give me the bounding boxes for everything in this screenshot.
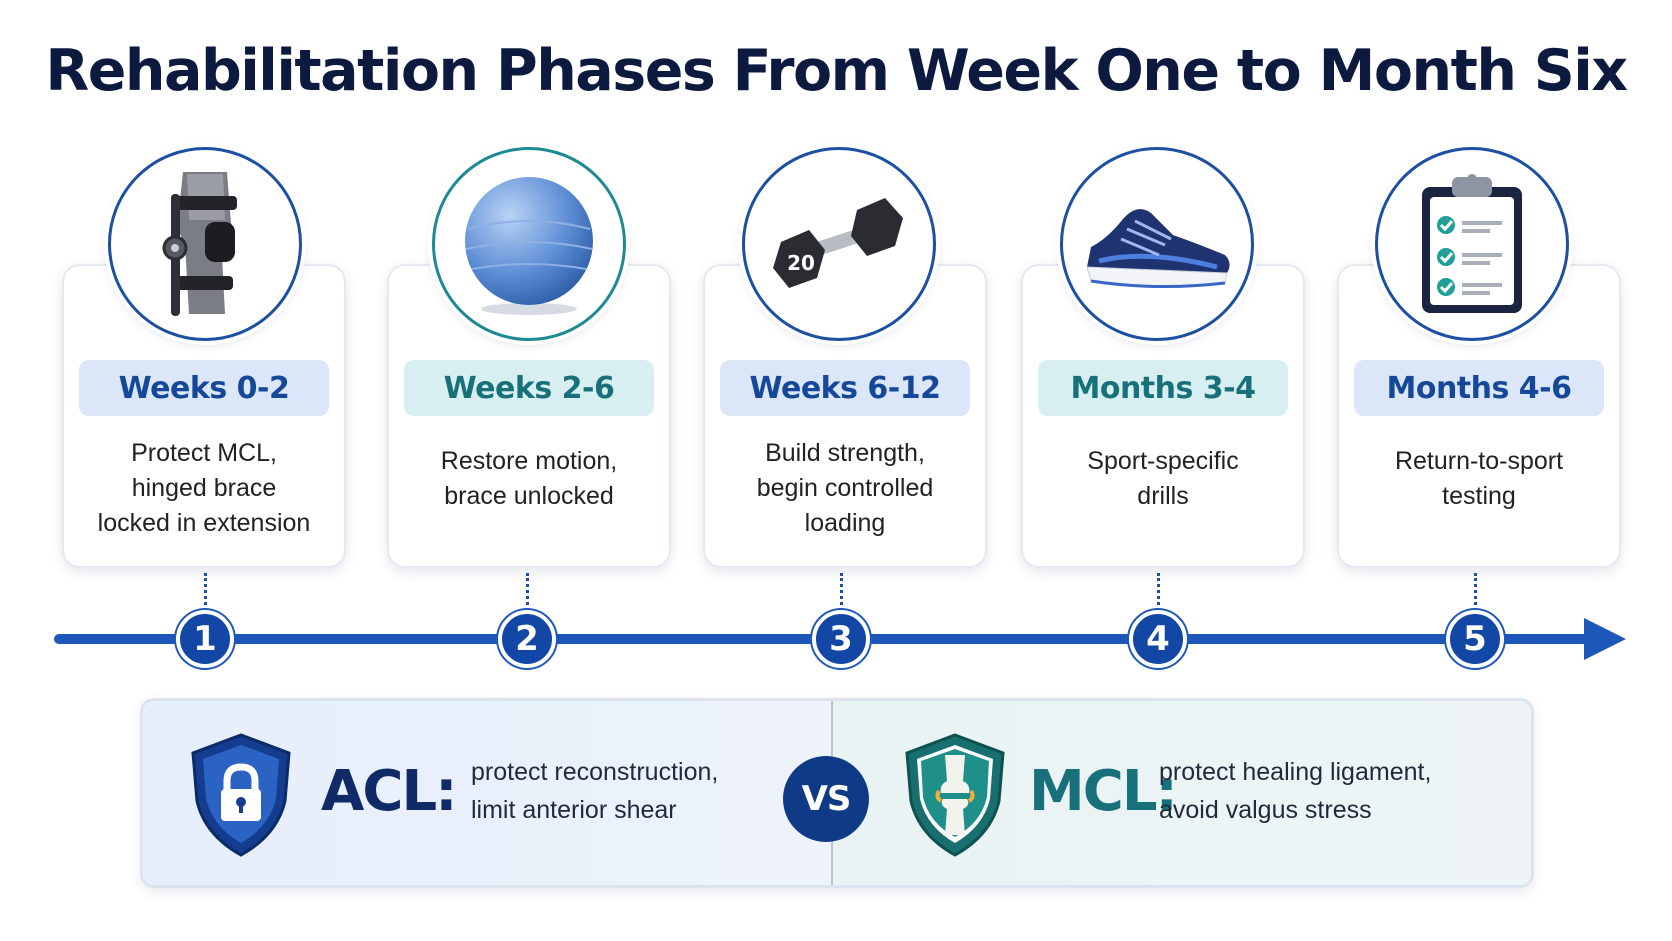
phase-desc-line: Protect MCL, bbox=[131, 439, 277, 467]
page-title: Rehabilitation Phases From Week One to M… bbox=[45, 38, 1628, 104]
phase-description-1: Protect MCL, hinged brace locked in exte… bbox=[79, 436, 329, 541]
mcl-desc-line: avoid valgus stress bbox=[1159, 796, 1372, 824]
connector-dots-4 bbox=[1157, 573, 1160, 605]
phase-desc-line: locked in extension bbox=[97, 509, 311, 537]
phase-icon-circle-2 bbox=[432, 147, 626, 341]
step-marker-3: 3 bbox=[812, 610, 870, 668]
connector-dots-5 bbox=[1474, 573, 1477, 605]
mcl-description: protect healing ligament, avoid valgus s… bbox=[1159, 753, 1431, 829]
vs-badge: VS bbox=[783, 756, 869, 842]
phase-desc-line: hinged brace bbox=[131, 474, 277, 502]
phase-desc-line: begin controlled bbox=[756, 474, 934, 502]
phase-icon-circle-1 bbox=[108, 147, 302, 341]
phase-desc-line: Return-to-sport bbox=[1394, 447, 1564, 475]
acl-desc-line: protect reconstruction, bbox=[471, 758, 719, 786]
phase-period-4: Months 3-4 bbox=[1038, 360, 1288, 416]
phase-period-5: Months 4-6 bbox=[1354, 360, 1604, 416]
step-marker-2: 2 bbox=[498, 610, 556, 668]
step-marker-4: 4 bbox=[1129, 610, 1187, 668]
phase-period-3: Weeks 6-12 bbox=[720, 360, 970, 416]
lock-shield-icon bbox=[191, 733, 291, 857]
acl-description: protect reconstruction, limit anterior s… bbox=[471, 753, 718, 829]
running-shoe-icon bbox=[1086, 209, 1230, 289]
mcl-desc-line: protect healing ligament, bbox=[1159, 758, 1432, 786]
phase-period-1: Weeks 0-2 bbox=[79, 360, 329, 416]
dumbbell-weight-label: 20 bbox=[787, 251, 815, 275]
exercise-ball-icon bbox=[465, 177, 593, 315]
phase-desc-line: drills bbox=[1137, 482, 1189, 510]
clipboard-checklist-icon bbox=[1422, 174, 1522, 313]
phase-desc-line: Build strength, bbox=[765, 439, 925, 467]
step-marker-5: 5 bbox=[1446, 610, 1504, 668]
step-marker-1: 1 bbox=[176, 610, 234, 668]
knee-brace-icon bbox=[162, 172, 237, 316]
acl-panel: ACL: protect reconstruction, limit anter… bbox=[143, 701, 831, 885]
connector-dots-3 bbox=[840, 573, 843, 605]
connector-dots-1 bbox=[204, 573, 207, 605]
phase-description-4: Sport-specific drills bbox=[1038, 444, 1288, 514]
phase-desc-line: Restore motion, bbox=[440, 447, 618, 475]
mcl-label: MCL: bbox=[1029, 759, 1178, 824]
phase-description-5: Return-to-sport testing bbox=[1354, 444, 1604, 514]
acl-label: ACL: bbox=[321, 759, 458, 824]
phase-icon-circle-4 bbox=[1060, 147, 1254, 341]
phase-icon-circle-5 bbox=[1375, 147, 1569, 341]
acl-desc-line: limit anterior shear bbox=[471, 796, 677, 824]
knee-joint-shield-icon bbox=[905, 733, 1005, 857]
connector-dots-2 bbox=[526, 573, 529, 605]
phase-desc-line: testing bbox=[1442, 482, 1516, 510]
phase-description-2: Restore motion, brace unlocked bbox=[404, 444, 654, 514]
phase-icon-circle-3: 20 bbox=[742, 147, 936, 341]
phase-period-2: Weeks 2-6 bbox=[404, 360, 654, 416]
dumbbell-icon: 20 bbox=[773, 198, 903, 288]
acl-mcl-comparison-panel: ACL: protect reconstruction, limit anter… bbox=[140, 698, 1534, 888]
timeline-arrow-icon bbox=[1584, 618, 1626, 660]
phase-desc-line: brace unlocked bbox=[444, 482, 614, 510]
mcl-panel: MCL: protect healing ligament, avoid val… bbox=[831, 701, 1531, 885]
phase-description-3: Build strength, begin controlled loading bbox=[720, 436, 970, 541]
phase-desc-line: loading bbox=[804, 509, 886, 537]
phase-desc-line: Sport-specific bbox=[1087, 447, 1239, 475]
